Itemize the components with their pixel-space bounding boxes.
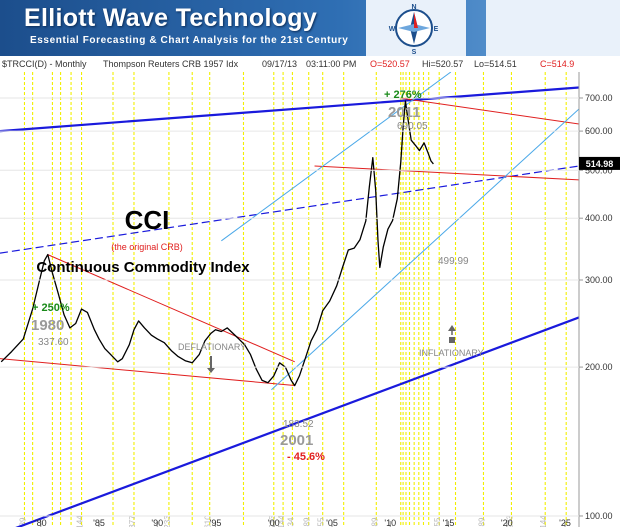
x-tick-label: '25	[559, 518, 571, 527]
x-tick-label: '05	[326, 518, 338, 527]
x-tick-label: '15	[443, 518, 455, 527]
cycle-label: 144	[277, 515, 286, 527]
cycle-label: 233	[505, 515, 514, 527]
up-arrow-icon	[448, 325, 456, 343]
value-2001: 183.52	[283, 419, 314, 430]
y-tick-label: 100.00	[585, 511, 613, 521]
y-tick-label: 200.00	[585, 362, 613, 372]
header-date: 09/17/13	[262, 59, 298, 69]
banner: Elliott Wave Technology Essential Foreca…	[0, 0, 620, 56]
compass-e: E	[434, 26, 439, 33]
year-2011: 2011	[388, 104, 421, 121]
price-line	[0, 100, 434, 387]
header-symbol: $TRCCI(D) - Monthly	[2, 59, 87, 69]
x-tick-label: '85	[93, 518, 105, 527]
parallel-line	[221, 72, 452, 242]
cycle-lines	[23, 72, 567, 527]
plot-area	[0, 72, 579, 527]
price-chart: 89 144 377 233 610 233 144 34 89 55 89 55 89 233 144 1…	[0, 72, 620, 527]
compass-w: W	[389, 26, 396, 33]
cycle-label: 144	[539, 515, 548, 527]
banner-panel	[486, 0, 620, 56]
parallel-line	[271, 108, 579, 391]
down-arrow-icon	[207, 356, 215, 373]
trend-line	[47, 254, 295, 363]
value-2011: 690.05	[397, 121, 428, 132]
header-close: C=514.9	[540, 59, 575, 69]
compass-logo: N E S W	[389, 4, 439, 56]
price-series	[0, 100, 434, 387]
cycle-label: 89	[477, 517, 486, 526]
brand-tagline: Essential Forecasting & Chart Analysis f…	[30, 35, 349, 46]
deflationary-label: DEFLATIONARY	[178, 342, 246, 352]
cycle-label: 377	[128, 515, 137, 527]
last-value-marker: 514.98	[579, 156, 620, 170]
gain-2011: + 276%	[384, 89, 422, 101]
loss-2001: - 45.6%	[287, 451, 325, 463]
x-tick-label: '80	[35, 518, 47, 527]
cycle-label: 89	[303, 517, 312, 526]
cycle-label: 55	[317, 517, 326, 526]
chart-header: $TRCCI(D) - Monthly Thompson Reuters CRB…	[0, 58, 620, 72]
cci-note: (the original CRB)	[111, 242, 183, 252]
cycle-label: 55	[433, 517, 442, 526]
trend-line	[399, 97, 579, 125]
gain-1980: + 250%	[32, 302, 70, 314]
x-axis-ticks: '80 '85 '90 '95 '00 '05 '10 '15 '20 '25	[35, 518, 571, 527]
cycle-label: 34	[286, 517, 295, 526]
value-recent: 499.99	[438, 256, 469, 267]
brand-title: Elliott Wave Technology	[24, 4, 318, 32]
y-axis-ticks: 100.00 200.00 300.00 400.00 500.00 600.00 700.…	[0, 93, 613, 521]
cycle-labels: 89 144 377 233 610 233 144 34 89 55 89 55 89 233 144	[18, 515, 548, 527]
cci-full-name: Continuous Commodity Index	[36, 259, 250, 276]
x-tick-label: '00	[268, 518, 280, 527]
cci-title: CCI	[125, 205, 170, 235]
header-low: Lo=514.51	[474, 59, 517, 69]
header-name: Thompson Reuters CRB 1957 Idx	[103, 59, 239, 69]
cycle-label: 89	[370, 517, 379, 526]
y-tick-label: 400.00	[585, 213, 613, 223]
inflationary-label: INFLATIONARY	[419, 348, 484, 358]
x-tick-label: '10	[384, 518, 396, 527]
header-time: 03:11:00 PM	[306, 59, 357, 69]
year-2001: 2001	[280, 432, 313, 449]
cycle-label: 144	[76, 515, 85, 527]
last-value-label: 514.98	[586, 159, 614, 169]
trend-line	[0, 358, 295, 387]
y-tick-label: 600.00	[585, 126, 613, 136]
compass-icon: N E S W	[389, 4, 439, 56]
x-tick-label: '20	[501, 518, 513, 527]
cycle-label: 89	[18, 517, 27, 526]
header-high: Hi=520.57	[422, 59, 464, 69]
y-tick-label: 300.00	[585, 275, 613, 285]
y-tick-label: 700.00	[585, 93, 613, 103]
channel_dashed-line	[0, 165, 579, 254]
year-1980: 1980	[31, 317, 64, 334]
x-tick-label: '95	[210, 518, 222, 527]
compass-n: N	[411, 4, 416, 11]
trend-lines	[0, 72, 579, 527]
cycle-label: 610	[204, 515, 213, 527]
value-1980: 337.60	[38, 337, 69, 348]
trend-line	[314, 165, 579, 181]
x-tick-label: '90	[151, 518, 163, 527]
channel-line	[15, 316, 579, 527]
y-tick-label: 500.00	[585, 165, 613, 175]
channel-line	[0, 86, 579, 133]
cycle-label: 233	[163, 515, 172, 527]
compass-s: S	[412, 49, 417, 56]
cycle-label: 233	[268, 515, 277, 527]
header-open: O=520.57	[370, 59, 410, 69]
